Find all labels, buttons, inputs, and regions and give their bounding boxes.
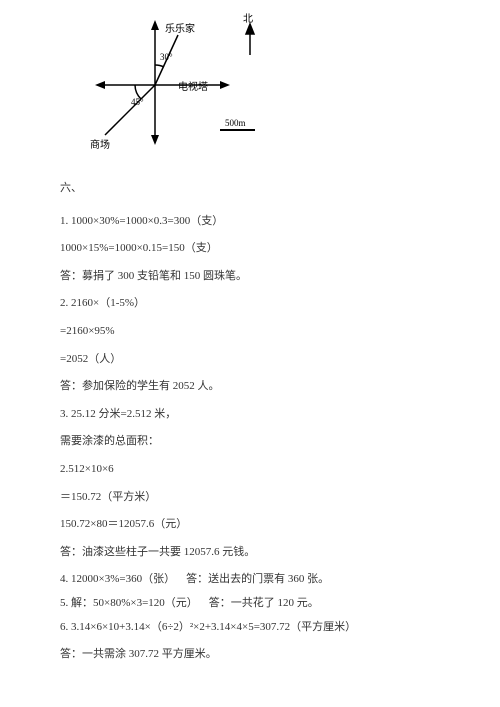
label-scale: 500m (225, 118, 246, 128)
solution-line: 1000×15%=1000×0.15=150（支） (60, 240, 440, 258)
label-angle-top: 30° (160, 52, 173, 62)
q5-answer: 答：一共花了 120 元。 (209, 597, 319, 609)
answer-line: 答：油漆这些柱子一共要 12057.6 元钱。 (60, 544, 440, 562)
solution-line: 150.72×80＝12057.6（元） (60, 516, 440, 534)
label-angle-bottom: 45° (131, 97, 144, 107)
q4-answer: 答：送出去的门票有 360 张。 (186, 573, 329, 585)
solution-line: ＝150.72（平方米） (60, 489, 440, 507)
label-right: 电视塔 (178, 80, 208, 93)
page-content: 乐乐家 北 电视塔 商场 500m 30° 45° 六、 1. 1000×30%… (0, 0, 500, 694)
solution-line: 2. 2160×（1-5%） (60, 295, 440, 313)
solution-line: 5. 解：50×80%×3=120（元） 答：一共花了 120 元。 (60, 595, 440, 613)
solution-line: 3. 25.12 分米=2.512 米， (60, 406, 440, 424)
solution-line: =2160×95% (60, 323, 440, 341)
q4-calc: 4. 12000×3%=360（张） (60, 573, 175, 585)
answer-line: 答：参加保险的学生有 2052 人。 (60, 378, 440, 396)
solution-line: 2.512×10×6 (60, 461, 440, 479)
section-title: 六、 (60, 180, 440, 198)
answer-line: 答：一共需涂 307.72 平方厘米。 (60, 646, 440, 664)
answer-line: 答：募捐了 300 支铅笔和 150 圆珠笔。 (60, 268, 440, 286)
solution-line: 6. 3.14×6×10+3.14×（6÷2）²×2+3.14×4×5=307.… (60, 619, 440, 637)
solution-line: 需要涂漆的总面积： (60, 433, 440, 451)
label-bottom-left: 商场 (90, 138, 110, 151)
solution-line: 4. 12000×3%=360（张） 答：送出去的门票有 360 张。 (60, 571, 440, 589)
solution-line: 1. 1000×30%=1000×0.3=300（支） (60, 213, 440, 231)
q5-calc: 5. 解：50×80%×3=120（元） (60, 597, 198, 609)
direction-diagram: 乐乐家 北 电视塔 商场 500m 30° 45° (80, 10, 280, 160)
solution-line: =2052（人） (60, 351, 440, 369)
label-top: 乐乐家 (165, 22, 195, 35)
diagram-svg: 乐乐家 北 电视塔 商场 500m 30° 45° (80, 10, 280, 160)
label-north: 北 (243, 13, 253, 25)
